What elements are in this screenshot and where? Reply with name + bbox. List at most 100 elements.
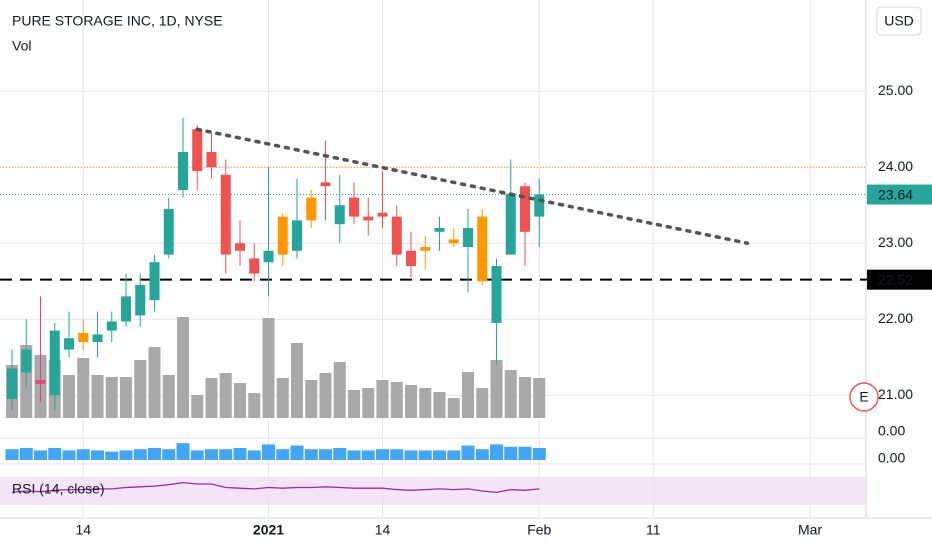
indicator-bar <box>162 449 176 460</box>
candle-body <box>448 239 459 244</box>
indicator-bar <box>48 448 62 460</box>
volume-bar <box>134 360 147 418</box>
currency: USD <box>884 13 914 29</box>
volume-bar <box>362 388 375 418</box>
candle-body <box>292 220 302 251</box>
indicator-bar <box>5 449 19 460</box>
volume-bar <box>476 388 489 418</box>
x-tick-label: Feb <box>527 522 551 538</box>
volume-bar <box>248 393 261 418</box>
volume-bar <box>63 375 75 418</box>
indicator-bar <box>304 449 318 460</box>
volume-bar <box>405 385 417 418</box>
indicator-bar <box>19 448 33 460</box>
indicator-bar <box>233 448 247 460</box>
earnings-marker: E <box>859 389 868 405</box>
volume-bar <box>305 380 318 418</box>
indicator-bar <box>62 450 76 460</box>
trendline <box>195 127 750 245</box>
currency-button[interactable] <box>876 6 922 36</box>
candle-body <box>463 228 473 247</box>
volume-bar <box>262 318 275 418</box>
indicator-bar <box>290 445 304 460</box>
candle-body <box>135 285 146 316</box>
indicator-bar <box>76 449 90 460</box>
volume-bar <box>419 388 432 418</box>
volume-bar <box>177 317 189 418</box>
volume-bar <box>120 377 132 418</box>
candle-body <box>206 152 217 168</box>
indicator-bar <box>433 450 446 460</box>
volume-bar <box>77 358 90 418</box>
price-label-box <box>867 269 932 290</box>
indicator-bar <box>190 450 204 460</box>
indicator-bar <box>376 449 389 460</box>
candle-body <box>534 194 545 217</box>
indicator-bar <box>518 446 532 460</box>
candle-body <box>391 216 402 255</box>
y-tick-label: 23.00 <box>878 234 913 250</box>
candle-body <box>406 250 416 266</box>
rsi-label: RSI (14, close) <box>12 481 105 497</box>
volume-bar <box>205 378 218 418</box>
volume-bar <box>348 390 360 418</box>
rsi-line <box>11 481 540 494</box>
y-tick-label: 24.00 <box>878 158 913 174</box>
candle-body <box>434 228 445 232</box>
x-tick-label: 11 <box>646 522 661 538</box>
candle-body <box>92 334 103 342</box>
candle-body <box>277 216 288 255</box>
x-tick-label: 14 <box>75 522 91 538</box>
volume-label: Vol <box>12 38 31 54</box>
candle-body <box>121 296 131 322</box>
indicator-bar <box>361 450 375 460</box>
candle-body <box>334 205 345 225</box>
pane-label: 0.00 <box>878 423 905 439</box>
candle-body <box>192 129 203 171</box>
indicator-bar <box>319 449 332 460</box>
price-label: 22.52 <box>878 271 913 287</box>
candle-body <box>178 152 188 190</box>
indicator-bar <box>490 444 503 460</box>
candle-body <box>163 209 174 255</box>
volume-bar <box>162 375 175 418</box>
candle-body <box>263 250 274 263</box>
x-tick-label: Mar <box>798 522 822 538</box>
price-label-box <box>867 184 932 205</box>
volume-bar <box>148 347 161 418</box>
candle-body <box>78 332 89 342</box>
candle-body <box>349 197 359 217</box>
volume-bar <box>433 392 446 418</box>
indicator-bar <box>105 451 119 460</box>
pane-label: 0.00 <box>878 450 905 466</box>
volume-bar <box>533 378 546 418</box>
volume-bar <box>390 382 403 418</box>
candle-body <box>21 349 32 373</box>
indicator-bar <box>119 450 133 460</box>
candle-body <box>491 266 502 323</box>
candle-body <box>520 186 530 232</box>
chart-title: PURE STORAGE INC, 1D, NYSE <box>12 13 223 29</box>
candle-body <box>149 262 160 301</box>
indicator-bar <box>504 446 518 460</box>
volume-bar <box>234 383 246 418</box>
indicator-bar <box>461 445 475 460</box>
volume-bar <box>105 377 118 418</box>
volume-bar <box>91 375 104 418</box>
rsi-band <box>0 477 866 505</box>
candle-body <box>220 174 231 255</box>
volume-bar <box>291 343 303 418</box>
indicator-bar <box>532 448 546 460</box>
x-tick-label: 2021 <box>253 522 284 538</box>
candle-body <box>320 182 331 187</box>
y-tick-label: 22.00 <box>878 310 913 326</box>
indicator-bar <box>475 449 489 460</box>
candle-body <box>477 216 488 282</box>
volume-bar <box>333 362 346 418</box>
volume-bar <box>462 372 474 418</box>
indicator-bar <box>390 449 404 460</box>
indicator-bar <box>148 448 161 460</box>
price-label: 23.64 <box>878 186 913 202</box>
candle-body <box>505 193 516 255</box>
